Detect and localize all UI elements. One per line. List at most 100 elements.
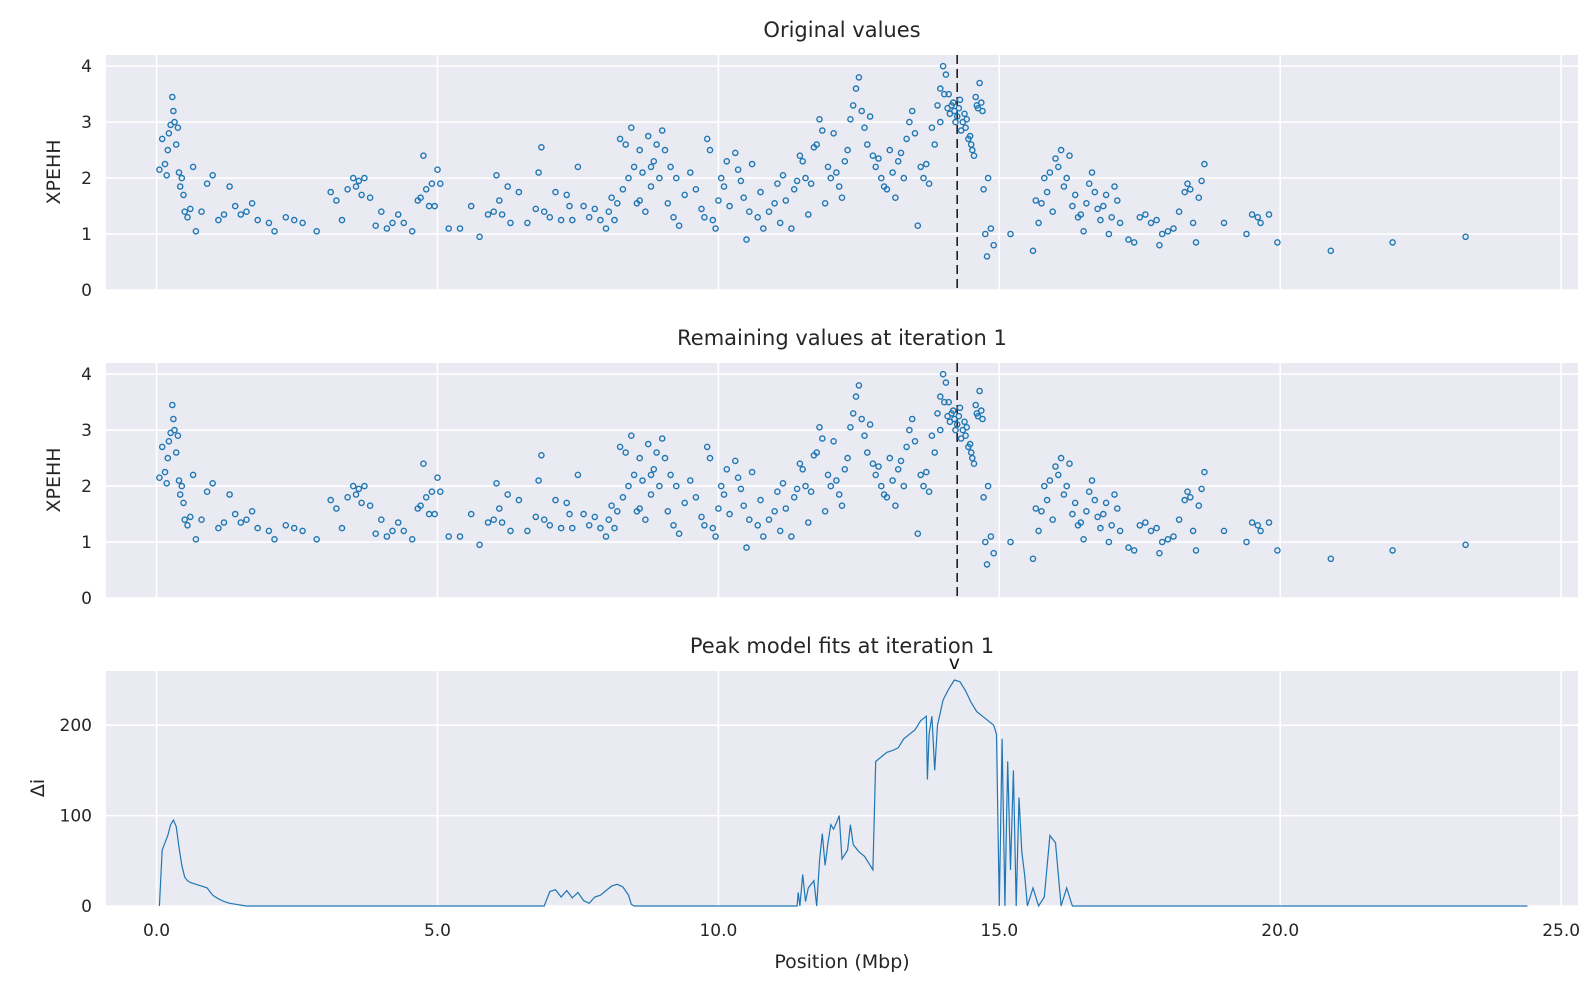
data-point (944, 104, 951, 112)
data-point (313, 227, 321, 235)
data-point (978, 99, 985, 106)
data-point (639, 477, 646, 484)
data-point (942, 379, 950, 386)
data-point (647, 183, 655, 190)
data-point (546, 213, 554, 221)
data-point (1147, 527, 1155, 535)
data-point (889, 477, 896, 484)
data-point (830, 129, 837, 137)
data-point (215, 524, 222, 532)
data-point (661, 146, 669, 154)
data-point (782, 505, 790, 512)
data-point (616, 135, 624, 143)
data-point (844, 454, 851, 462)
data-point (687, 169, 694, 176)
data-point (872, 471, 880, 479)
data-point (1195, 502, 1203, 510)
data-point (1055, 471, 1062, 479)
data-point (417, 502, 424, 510)
data-point (937, 426, 944, 434)
data-point (248, 199, 256, 207)
data-point (963, 116, 971, 123)
data-point (934, 102, 941, 109)
data-point (984, 482, 992, 490)
data-point (383, 533, 391, 540)
y-tick-label: 4 (81, 57, 92, 77)
data-point (636, 197, 644, 204)
data-point (333, 197, 340, 204)
data-point (1136, 522, 1144, 529)
data-point (178, 174, 186, 182)
x-tick-label: 15.0 (980, 921, 1018, 941)
data-point (383, 225, 391, 232)
data-point (805, 211, 812, 218)
data-point (799, 157, 807, 165)
data-point (661, 454, 669, 462)
data-point (1243, 538, 1250, 546)
data-point (422, 185, 430, 193)
data-point (1100, 510, 1107, 518)
data-point (181, 208, 188, 215)
data-point (1327, 247, 1335, 255)
data-point (1052, 155, 1059, 162)
data-point (163, 171, 170, 179)
data-point (838, 194, 846, 201)
data-point (1035, 219, 1042, 227)
data-point (774, 180, 781, 187)
x-tick-label: 10.0 (699, 921, 737, 941)
data-point (1035, 527, 1042, 535)
data-point (824, 471, 832, 479)
x-tick-label: 20.0 (1261, 921, 1299, 941)
data-point (186, 513, 194, 521)
data-point (636, 146, 644, 154)
data-point (715, 197, 722, 204)
plot-area (106, 55, 1578, 290)
y-axis-label: XPEHH (43, 447, 65, 512)
data-point (1189, 219, 1197, 227)
data-point (220, 211, 228, 218)
data-point (338, 524, 346, 532)
data-point (1057, 146, 1065, 154)
data-point (1195, 194, 1203, 201)
data-point (608, 194, 615, 201)
data-point (984, 174, 992, 182)
y-tick-label: 2 (81, 477, 92, 497)
data-point (355, 485, 363, 493)
data-point (265, 527, 273, 535)
data-point (237, 519, 245, 526)
data-point (569, 524, 576, 532)
data-point (1220, 527, 1228, 535)
data-point (955, 104, 963, 112)
data-point (849, 410, 857, 417)
data-point (830, 437, 837, 445)
data-point (524, 219, 531, 227)
data-point (1108, 522, 1115, 529)
data-point (1032, 505, 1040, 512)
data-point (974, 412, 982, 420)
data-point (900, 174, 908, 182)
data-point (175, 477, 183, 484)
data-point (925, 488, 933, 496)
data-point (726, 510, 733, 518)
data-point (394, 211, 402, 218)
data-point (712, 225, 719, 232)
data-point (790, 185, 798, 193)
data-point (644, 132, 652, 140)
data-point (1248, 211, 1256, 218)
data-point (1094, 205, 1101, 213)
data-point (636, 505, 644, 512)
data-point (1063, 482, 1070, 490)
data-point (1032, 197, 1040, 204)
data-point (254, 524, 262, 532)
data-point (400, 219, 408, 227)
data-point (170, 415, 177, 423)
data-point (1057, 454, 1065, 462)
data-point (953, 421, 961, 428)
fit-curve (158, 679, 1528, 908)
data-point (248, 507, 256, 515)
data-point (428, 488, 436, 496)
subplot-title: Original values (763, 18, 920, 42)
data-point (639, 169, 646, 176)
data-point (972, 93, 980, 101)
data-point (1130, 547, 1138, 554)
